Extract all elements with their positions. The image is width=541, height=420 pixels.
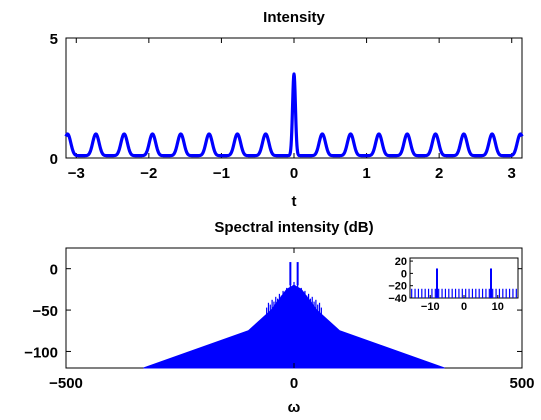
inset-ytick-label: 0: [401, 268, 407, 280]
spectral-xlabel: ω: [288, 399, 301, 415]
inset-ytick-label: −40: [388, 293, 407, 305]
intensity-xtick-label: −3: [68, 165, 85, 182]
intensity-xlabel: t: [292, 193, 297, 210]
inset-ytick-label: 20: [395, 256, 407, 268]
spectral-ytick-label: −50: [33, 303, 58, 320]
intensity-xtick-label: 0: [290, 165, 298, 182]
intensity-xtick-label: −1: [213, 165, 230, 182]
inset-xtick-label: 10: [492, 301, 504, 313]
inset-series: [411, 268, 517, 298]
spectral-chart: Spectral intensity (dB) −500 0 500−100−500…: [24, 219, 534, 416]
intensity-title: Intensity: [263, 9, 325, 26]
inset-ytick-label: −20: [388, 281, 407, 293]
intensity-chart: Intensity −3 −2 −1 0 1 2 3 0 5 t: [50, 9, 524, 210]
intensity-ticks: −3 −2 −1 0 1 2 3 0 5: [50, 31, 522, 182]
inset-frame: [409, 257, 519, 299]
spectral-xtick-label: 0: [290, 375, 298, 392]
spectral-xtick-label: 500: [509, 375, 534, 392]
intensity-xtick-label: 1: [362, 165, 370, 182]
intensity-xtick-label: 3: [508, 165, 516, 182]
inset-xtick-label: −10: [421, 301, 440, 313]
intensity-ytick-label: 5: [50, 31, 58, 48]
spectral-ytick-label: −100: [24, 344, 58, 361]
intensity-ytick-label: 0: [50, 151, 58, 168]
intensity-series: [64, 72, 524, 158]
spectral-xtick-label: −500: [49, 375, 83, 392]
inset-xtick-label: 0: [461, 301, 467, 313]
spectral-title: Spectral intensity (dB): [214, 219, 373, 236]
spectral-series: [143, 262, 445, 369]
intensity-series-line: [64, 72, 524, 158]
spectral-ytick-label: 0: [50, 262, 58, 279]
intensity-xtick-label: −2: [140, 165, 157, 182]
intensity-xtick-label: 2: [435, 165, 443, 182]
